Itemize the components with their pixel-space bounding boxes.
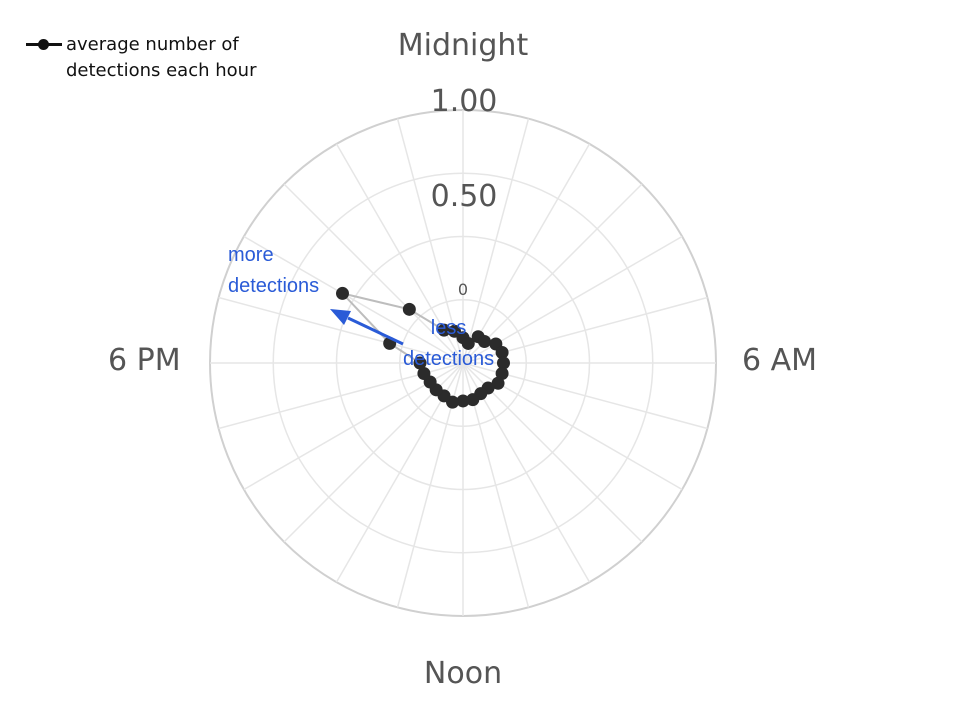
legend-marker-icon xyxy=(24,32,66,58)
data-point-hour-23 xyxy=(447,324,461,338)
legend-label: average number of detections each hour xyxy=(66,34,257,81)
radial-tick-label: 1.00 xyxy=(430,84,498,119)
data-point-hour-3 xyxy=(477,335,491,349)
data-point-hour-21 xyxy=(402,302,416,316)
grid-spoke xyxy=(462,183,643,364)
annotation-less-detections: less detections xyxy=(403,317,495,370)
radial-tick-label: 0 xyxy=(457,280,469,299)
grid-spoke xyxy=(396,118,464,364)
grid-spoke xyxy=(462,118,530,364)
annotation-arrow xyxy=(347,316,404,346)
chart-legend: average number of detections each hour xyxy=(24,32,286,84)
data-point-hour-7 xyxy=(495,366,509,380)
grid-spoke xyxy=(462,362,591,583)
annotation-more-detections: more detections xyxy=(228,244,320,297)
data-point-hour-20 xyxy=(335,286,349,300)
data-point-hour-12 xyxy=(456,394,470,408)
label-midnight: Midnight xyxy=(397,28,529,63)
label-noon: Noon xyxy=(423,656,503,691)
grid-spoke xyxy=(462,143,591,364)
grid-spoke xyxy=(218,296,464,364)
data-point-hour-22 xyxy=(437,323,451,337)
data-point-hour-11 xyxy=(466,393,480,407)
data-point-hour-8 xyxy=(491,376,505,390)
grid-spoke xyxy=(243,235,464,364)
data-point-hour-1 xyxy=(461,336,475,350)
grid-spoke xyxy=(462,362,643,543)
data-point-hour-6 xyxy=(496,356,510,370)
detections-series xyxy=(335,286,510,409)
data-point-hour-5 xyxy=(495,346,509,360)
data-point-hour-17 xyxy=(417,366,431,380)
annotation-arrow-head xyxy=(330,309,351,325)
label-6pm: 6 PM xyxy=(108,343,181,378)
label-6am: 6 AM xyxy=(742,343,818,378)
radial-tick-label: 0.50 xyxy=(430,179,498,214)
data-point-hour-18 xyxy=(413,356,427,370)
grid-spoke xyxy=(283,183,464,364)
